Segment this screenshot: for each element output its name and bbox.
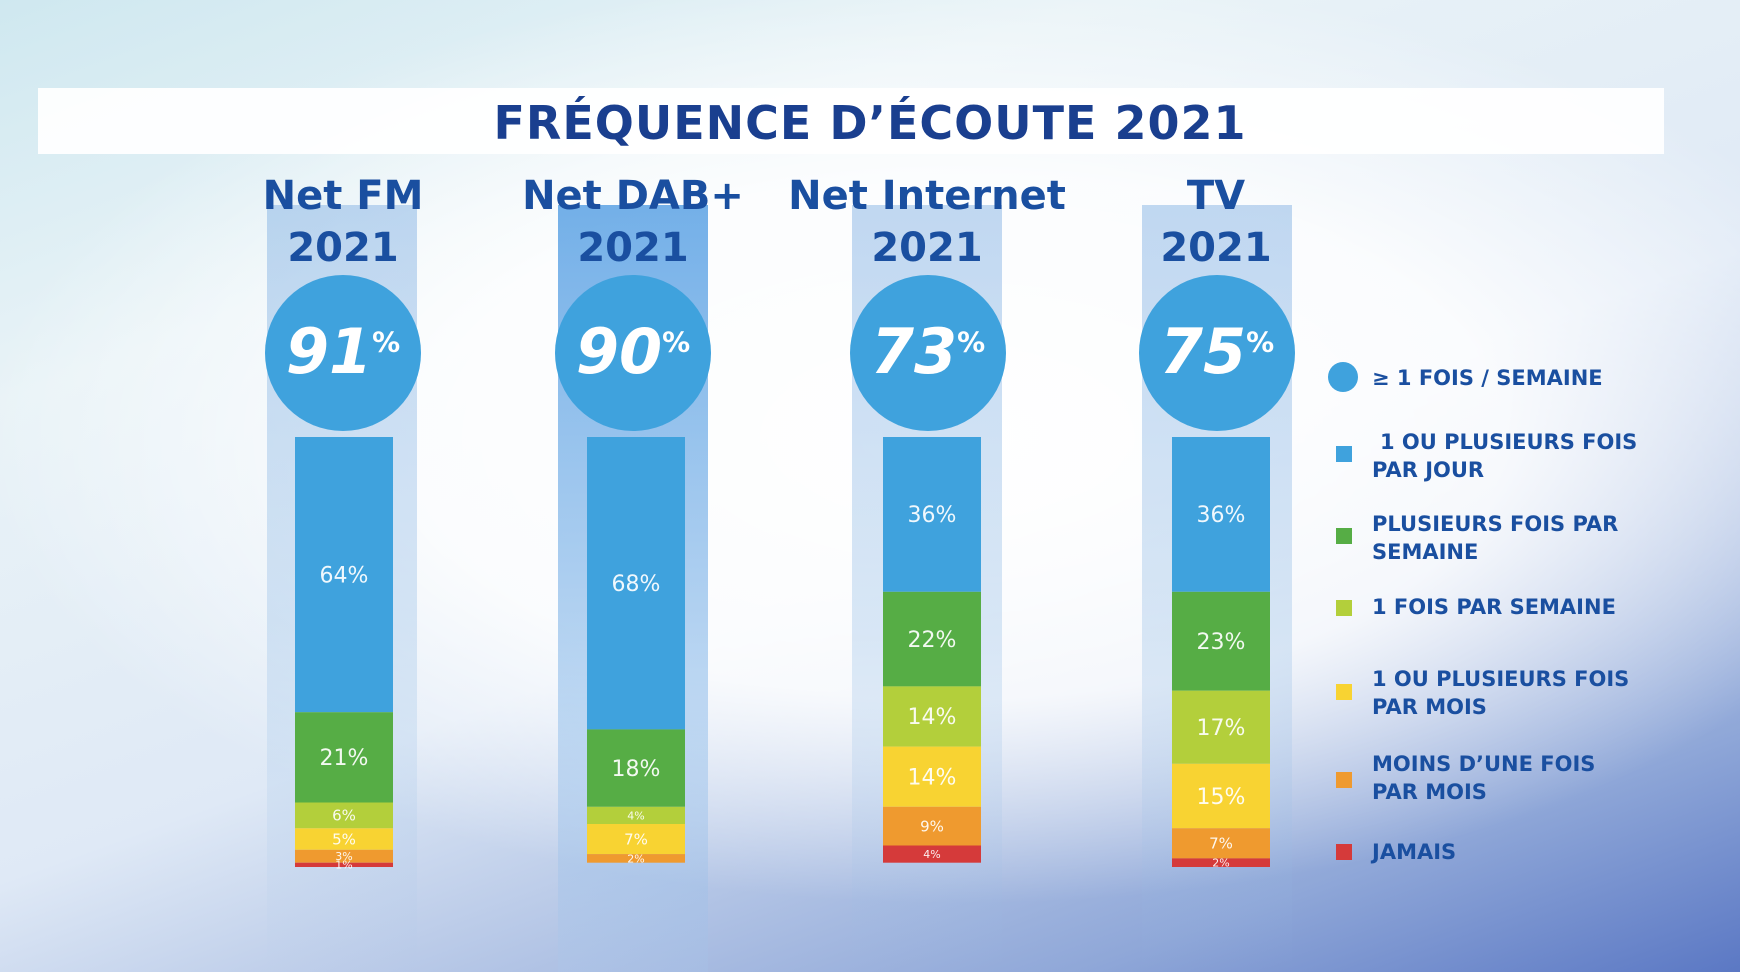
legend-label-line2: PAR MOIS bbox=[1372, 780, 1487, 804]
column-name: Net DAB+ bbox=[522, 173, 744, 219]
headline-circle-dab: 90% bbox=[555, 275, 711, 431]
bar-segment-dab-2 bbox=[587, 806, 685, 824]
data-label-fm-5: 1% bbox=[335, 859, 352, 872]
column-name: Net Internet bbox=[788, 173, 1066, 219]
data-label-internet-0: 36% bbox=[908, 503, 957, 528]
data-label-internet-2: 14% bbox=[908, 705, 957, 730]
data-label-fm-0: 64% bbox=[320, 563, 369, 588]
column-label-dab: Net DAB+ 2021 bbox=[483, 170, 783, 274]
headline-unit: % bbox=[1246, 325, 1275, 359]
legend-swatch-icon bbox=[1336, 600, 1352, 616]
column-label-fm: Net FM 2021 bbox=[193, 170, 493, 274]
bar-segment-dab-3 bbox=[587, 824, 685, 855]
legend-label: 1 OU PLUSIEURS FOIS bbox=[1372, 667, 1630, 691]
bar-segment-tv-2 bbox=[1172, 690, 1270, 764]
bar-segment-fm-0 bbox=[295, 437, 393, 713]
legend-swatch-icon bbox=[1336, 844, 1352, 860]
legend-swatch-icon bbox=[1336, 772, 1352, 788]
data-label-tv-1: 23% bbox=[1197, 630, 1246, 655]
title-band bbox=[38, 88, 1664, 154]
headline-unit: % bbox=[372, 325, 401, 359]
data-label-internet-3: 14% bbox=[908, 765, 957, 790]
data-label-internet-5: 4% bbox=[923, 848, 940, 861]
headline-value: 73 bbox=[870, 315, 958, 388]
bar-segment-fm-5 bbox=[295, 862, 393, 867]
legend-swatch-icon bbox=[1336, 446, 1352, 462]
bar-segment-tv-3 bbox=[1172, 763, 1270, 829]
chart-title: FRÉQUENCE D’ÉCOUTE 2021 bbox=[493, 96, 1247, 150]
bar-segment-tv-1 bbox=[1172, 591, 1270, 691]
legend-label: ≥ 1 FOIS / SEMAINE bbox=[1372, 366, 1603, 390]
headline-circle-fm: 91% bbox=[265, 275, 421, 431]
legend-label: PLUSIEURS FOIS PAR bbox=[1372, 512, 1619, 536]
legend-label-line2: PAR MOIS bbox=[1372, 695, 1487, 719]
data-label-tv-0: 36% bbox=[1197, 503, 1246, 528]
data-label-dab-0: 68% bbox=[612, 572, 661, 597]
data-label-tv-2: 17% bbox=[1197, 716, 1246, 741]
bar-segment-dab-1 bbox=[587, 729, 685, 807]
bar-segment-tv-0 bbox=[1172, 437, 1270, 592]
data-label-dab-2: 4% bbox=[627, 809, 644, 822]
column-name: TV bbox=[1186, 173, 1246, 219]
column-label-internet: Net Internet 2021 bbox=[777, 170, 1077, 274]
data-label-tv-5: 2% bbox=[1212, 857, 1229, 870]
data-label-dab-3: 7% bbox=[624, 830, 648, 848]
bar-segment-internet-0 bbox=[883, 437, 981, 592]
bar-segment-internet-3 bbox=[883, 746, 981, 807]
bar-segment-tv-4 bbox=[1172, 828, 1270, 859]
data-label-dab-1: 18% bbox=[612, 757, 661, 782]
legend-label: JAMAIS bbox=[1372, 840, 1457, 864]
legend-circle-icon bbox=[1328, 362, 1358, 392]
bar-segment-fm-3 bbox=[295, 828, 393, 850]
column-label-tv: TV 2021 bbox=[1066, 170, 1366, 274]
legend-label: 1 FOIS PAR SEMAINE bbox=[1372, 595, 1616, 619]
headline-value: 75 bbox=[1159, 315, 1247, 388]
headline-value: 90 bbox=[575, 315, 663, 388]
data-label-fm-3: 5% bbox=[332, 830, 356, 848]
legend-label: MOINS D’UNE FOIS bbox=[1372, 752, 1596, 776]
headline-unit: % bbox=[957, 325, 986, 359]
data-label-fm-1: 21% bbox=[320, 746, 369, 771]
bar-segment-fm-2 bbox=[295, 802, 393, 829]
headline-unit: % bbox=[662, 325, 691, 359]
legend-label-line2: SEMAINE bbox=[1372, 540, 1479, 564]
data-label-tv-4: 7% bbox=[1209, 835, 1233, 853]
data-label-tv-3: 15% bbox=[1197, 785, 1246, 810]
headline-circle-tv: 75% bbox=[1139, 275, 1295, 431]
data-label-dab-4: 2% bbox=[627, 852, 644, 865]
bar-segment-tv-5 bbox=[1172, 858, 1270, 867]
bar-segment-dab-4 bbox=[587, 854, 685, 863]
data-label-internet-1: 22% bbox=[908, 628, 957, 653]
legend-label-line2: PAR JOUR bbox=[1372, 458, 1485, 482]
headline-value: 91 bbox=[285, 315, 373, 388]
legend-swatch-icon bbox=[1336, 684, 1352, 700]
legend-label: 1 OU PLUSIEURS FOIS bbox=[1380, 430, 1638, 454]
bar-segment-internet-4 bbox=[883, 806, 981, 846]
bar-segment-internet-5 bbox=[883, 845, 981, 863]
data-label-fm-4: 3% bbox=[335, 850, 352, 863]
column-year: 2021 bbox=[577, 225, 689, 271]
column-year: 2021 bbox=[287, 225, 399, 271]
column-name: Net FM bbox=[262, 173, 424, 219]
bar-segment-dab-0 bbox=[587, 437, 685, 730]
column-year: 2021 bbox=[871, 225, 983, 271]
data-label-fm-2: 6% bbox=[332, 807, 356, 825]
bar-segment-internet-2 bbox=[883, 686, 981, 747]
bar-segment-fm-1 bbox=[295, 712, 393, 803]
column-year: 2021 bbox=[1160, 225, 1272, 271]
data-label-internet-4: 9% bbox=[920, 817, 944, 835]
legend-swatch-icon bbox=[1336, 528, 1352, 544]
headline-circle-internet: 73% bbox=[850, 275, 1006, 431]
bar-segment-fm-4 bbox=[295, 849, 393, 863]
bar-segment-internet-1 bbox=[883, 591, 981, 687]
